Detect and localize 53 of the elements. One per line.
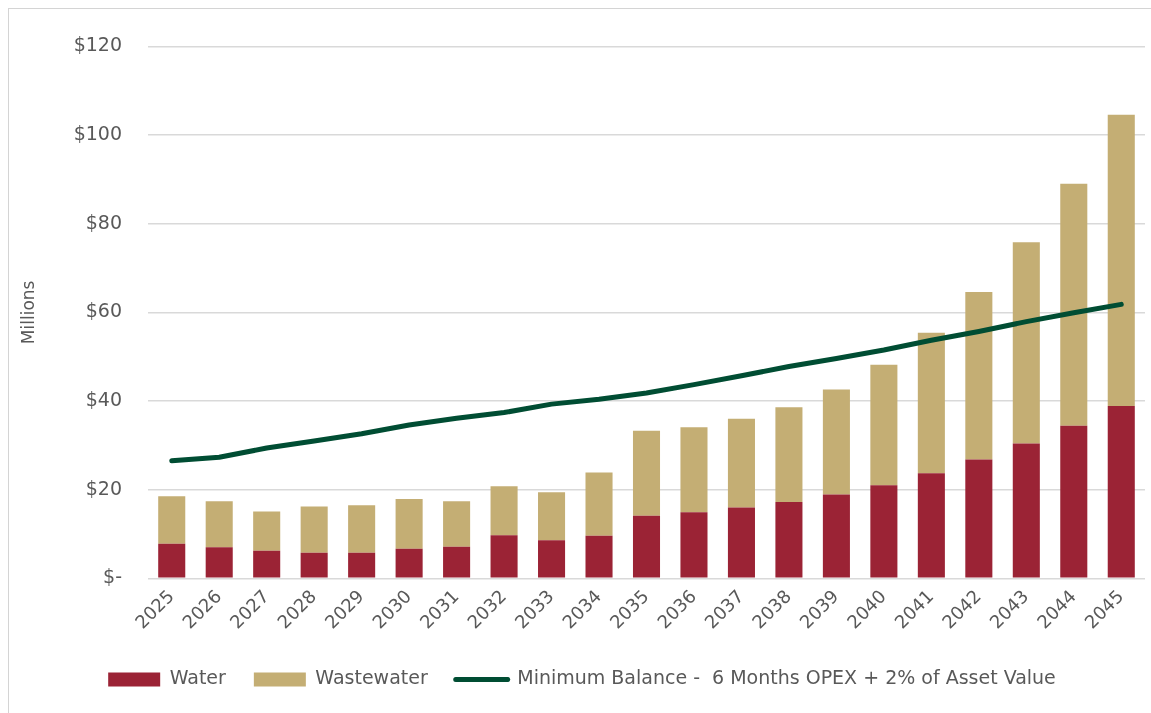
y-tick-label: $-	[103, 565, 122, 588]
bar	[1012, 242, 1040, 444]
bar	[300, 552, 328, 578]
bar	[348, 505, 376, 553]
bar	[490, 486, 518, 536]
bar	[632, 430, 661, 516]
bar	[680, 512, 708, 578]
bar	[585, 535, 613, 578]
y-tick-label: $20	[85, 476, 122, 499]
y-tick-label: $80	[85, 210, 122, 233]
bar	[538, 540, 566, 578]
bar	[727, 507, 755, 578]
y-axis-title: Millions	[17, 280, 38, 345]
legend-label: Water	[169, 666, 227, 689]
bar	[158, 496, 186, 544]
bar	[253, 511, 281, 551]
bar	[965, 459, 993, 578]
legend-label: Wastewater	[315, 666, 428, 689]
bar	[1060, 425, 1088, 578]
bar	[300, 506, 328, 553]
bar	[158, 543, 186, 578]
bar	[822, 494, 850, 578]
bar	[1107, 405, 1135, 578]
bar	[870, 364, 898, 486]
bar	[490, 535, 518, 578]
bar	[775, 407, 803, 503]
bar	[727, 418, 755, 508]
bar	[917, 332, 945, 474]
bar	[632, 515, 661, 578]
bar	[1107, 114, 1135, 406]
y-tick-label: $120	[73, 33, 122, 56]
y-tick-label: $60	[85, 299, 122, 322]
bar	[680, 427, 708, 513]
bar	[395, 498, 423, 549]
bar	[917, 473, 945, 578]
bar	[1012, 443, 1040, 578]
bar	[443, 546, 471, 578]
bar	[538, 492, 566, 541]
bar	[253, 550, 281, 578]
bar	[965, 291, 993, 460]
bar	[870, 485, 898, 578]
bar	[205, 547, 233, 578]
bar	[395, 548, 423, 578]
bar	[775, 502, 803, 578]
bar	[822, 389, 850, 495]
bar	[585, 472, 613, 536]
bar	[443, 501, 471, 547]
bar	[348, 552, 376, 578]
bar	[1060, 183, 1088, 426]
bar	[205, 501, 233, 548]
y-tick-label: $100	[73, 121, 122, 144]
legend-label: Minimum Balance - 6 Months OPEX + 2% of Asset Value	[517, 666, 1056, 689]
y-tick-label: $40	[85, 387, 122, 410]
